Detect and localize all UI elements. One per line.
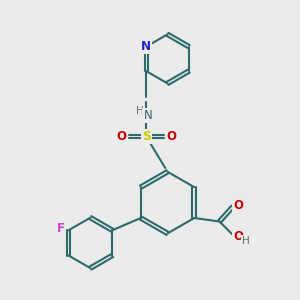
Text: N: N [141, 40, 151, 53]
Text: H: H [136, 106, 144, 116]
Text: O: O [167, 130, 176, 143]
Text: F: F [57, 222, 65, 235]
Text: H: H [242, 236, 250, 246]
Text: O: O [233, 199, 243, 212]
Text: O: O [233, 230, 243, 243]
Text: S: S [142, 130, 151, 143]
Text: O: O [116, 130, 126, 143]
Text: N: N [144, 109, 152, 122]
